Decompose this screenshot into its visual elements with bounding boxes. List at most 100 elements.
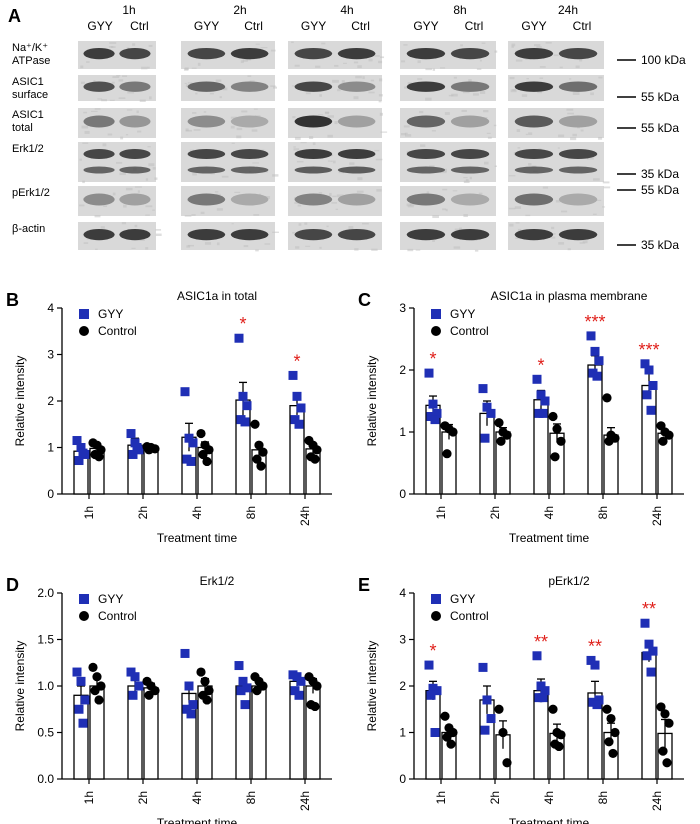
blot-band <box>337 81 376 92</box>
data-point-gyy <box>648 646 658 656</box>
blot-speckle <box>569 78 572 80</box>
data-point-control <box>254 440 264 450</box>
blot-speckle <box>460 44 463 47</box>
data-point-gyy <box>486 408 496 418</box>
blot-speckle <box>185 128 189 132</box>
blot-lane-label: Ctrl <box>244 19 263 33</box>
blot-speckle <box>551 226 555 230</box>
blot-speckle <box>236 135 242 139</box>
blot-speckle <box>378 100 382 103</box>
data-point-gyy <box>78 718 88 728</box>
blot-speckle <box>155 229 162 231</box>
blot-speckle <box>378 60 383 64</box>
blot-speckle <box>305 92 311 95</box>
blot-speckle <box>459 227 462 230</box>
data-point-gyy <box>432 408 442 418</box>
blot-speckle <box>420 144 426 147</box>
blot-speckle <box>517 228 522 232</box>
blot-speckle <box>417 60 421 64</box>
blot-band <box>558 81 598 92</box>
data-point-gyy <box>426 690 436 700</box>
y-axis-label: Relative intensity <box>365 641 379 732</box>
blot-speckle <box>406 203 412 207</box>
data-point-control <box>202 695 212 705</box>
blot-speckle <box>219 96 222 99</box>
blot-speckle <box>379 112 383 116</box>
size-marker-label: 35 kDa <box>641 167 679 181</box>
blot-speckle <box>155 233 162 236</box>
blot-band <box>119 149 151 159</box>
blot-speckle <box>273 86 277 89</box>
data-point-control <box>658 746 668 756</box>
x-tick-label: 1h <box>434 791 448 804</box>
blot-band <box>83 166 115 174</box>
blot-speckle <box>270 85 276 87</box>
blot-speckle <box>400 133 407 136</box>
blot-speckle <box>479 91 486 94</box>
blot-speckle <box>331 202 338 204</box>
blot-speckle <box>236 127 243 131</box>
significance-mark: * <box>293 351 300 371</box>
blot-speckle <box>102 143 107 147</box>
blot-speckle <box>590 92 594 96</box>
significance-mark: ** <box>534 632 548 652</box>
blot-speckle <box>440 170 447 174</box>
blot-speckle <box>330 160 333 162</box>
legend-label: Control <box>98 609 137 623</box>
data-point-gyy <box>538 693 548 703</box>
data-point-control <box>448 427 458 437</box>
blot-speckle <box>190 82 193 84</box>
blot-band <box>230 149 269 159</box>
data-point-control <box>446 739 456 749</box>
blot-band <box>294 81 333 92</box>
blot-band <box>119 115 151 128</box>
blot-speckle <box>374 149 380 152</box>
data-point-gyy <box>134 681 144 691</box>
blot-row-label: surface <box>12 89 48 101</box>
data-point-control <box>88 662 98 672</box>
blot-speckle <box>109 99 115 101</box>
blot-speckle <box>329 192 332 196</box>
blot-speckle <box>560 210 568 213</box>
blot-speckle <box>348 226 354 230</box>
blot-speckle <box>293 148 300 151</box>
blot-speckle <box>259 193 262 195</box>
data-point-gyy <box>478 662 488 672</box>
x-tick-label: 8h <box>596 506 610 519</box>
blot-band <box>83 193 115 206</box>
data-point-gyy <box>586 655 596 665</box>
data-point-control <box>196 428 206 439</box>
data-point-gyy <box>640 618 650 628</box>
blot-speckle <box>380 56 385 59</box>
significance-mark: * <box>429 641 436 661</box>
blot-speckle <box>272 174 279 177</box>
data-point-gyy <box>126 667 136 677</box>
blot-speckle <box>440 67 446 69</box>
blot-speckle <box>200 211 205 215</box>
blot-band <box>558 149 598 159</box>
blot-speckle <box>315 65 321 68</box>
x-tick-label: 1h <box>82 791 96 804</box>
blot-band <box>83 149 115 159</box>
blot-speckle <box>231 142 235 144</box>
blot-speckle <box>295 246 300 249</box>
significance-mark: * <box>429 349 436 369</box>
blot-speckle <box>425 68 432 71</box>
data-point-gyy <box>132 443 142 452</box>
blot-band <box>294 48 333 60</box>
data-point-control <box>604 737 614 747</box>
blot-speckle <box>209 92 214 95</box>
blot-speckle <box>592 213 597 215</box>
x-tick-label: 24h <box>298 506 312 526</box>
x-axis-label: Treatment time <box>509 816 590 824</box>
blot-speckle <box>215 79 222 82</box>
blot-speckle <box>572 92 580 95</box>
blot-speckle <box>539 77 544 79</box>
blot-speckle <box>509 76 515 80</box>
x-tick-label: 4h <box>190 506 204 519</box>
legend-marker-circle <box>431 326 441 336</box>
data-point-gyy <box>188 700 198 710</box>
blot-speckle <box>515 237 522 240</box>
blot-speckle <box>334 64 339 67</box>
blot-band <box>406 229 446 241</box>
